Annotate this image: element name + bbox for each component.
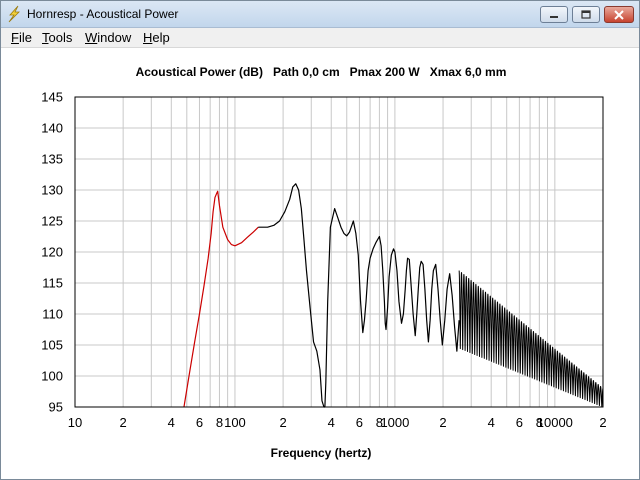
close-button[interactable] <box>604 6 634 23</box>
plot-frame <box>74 96 604 408</box>
y-tick-label: 95 <box>49 400 63 415</box>
x-tick-label: 4 <box>488 415 495 430</box>
x-tick-label: 1000 <box>380 415 409 430</box>
acoustical-power-chart: Acoustical Power (dB) Path 0,0 cm Pmax 2… <box>41 65 607 460</box>
y-tick-label: 135 <box>41 152 63 167</box>
window-title: Hornresp - Acoustical Power <box>27 7 179 21</box>
y-tick-label: 110 <box>42 307 63 322</box>
menu-file[interactable]: File <box>11 30 32 45</box>
title-bar[interactable]: Hornresp - Acoustical Power <box>1 1 639 28</box>
minimize-button[interactable] <box>540 6 568 23</box>
y-tick-label: 125 <box>41 214 63 229</box>
menu-tools[interactable]: Tools <box>42 30 73 45</box>
x-tick-label: 4 <box>168 415 175 430</box>
x-tick-label: 2 <box>120 415 127 430</box>
x-tick-label: 8 <box>376 415 383 430</box>
x-tick-label: 10000 <box>537 415 573 430</box>
y-tick-label: 120 <box>41 245 63 260</box>
x-tick-label: 10 <box>68 415 82 430</box>
x-tick-label: 8 <box>536 415 543 430</box>
x-tick-label: 2 <box>599 415 606 430</box>
y-tick-labels: 145 140 135 130 125 120 115 110 105 100 95 <box>41 90 63 415</box>
x-tick-label: 4 <box>328 415 335 430</box>
close-icon <box>614 9 624 20</box>
x-tick-label: 6 <box>516 415 523 430</box>
y-tick-label: 130 <box>41 183 63 198</box>
y-tick-label: 100 <box>41 369 63 384</box>
x-tick-label: 2 <box>439 415 446 430</box>
hornresp-icon <box>8 5 20 23</box>
x-tick-label: 6 <box>196 415 203 430</box>
series-line-1 <box>183 190 259 408</box>
menu-window[interactable]: Window <box>85 30 132 45</box>
x-axis-label: Frequency (hertz) <box>271 446 372 460</box>
y-tick-label: 105 <box>41 338 63 353</box>
maximize-button[interactable] <box>572 6 600 23</box>
series-lines <box>183 183 604 408</box>
maximize-icon <box>581 10 591 19</box>
x-tick-label: 8 <box>216 415 223 430</box>
y-tick-label: 145 <box>41 90 63 105</box>
x-tick-label: 6 <box>356 415 363 430</box>
x-tick-label: 2 <box>279 415 286 430</box>
series-line-hf-comb <box>458 270 604 408</box>
chart-area: Acoustical Power (dB) Path 0,0 cm Pmax 2… <box>1 48 639 479</box>
series-line-2 <box>258 183 460 408</box>
menu-help[interactable]: Help <box>143 30 170 45</box>
minimize-icon <box>550 15 558 18</box>
x-tick-label: 100 <box>224 415 246 430</box>
y-tick-label: 140 <box>41 121 63 136</box>
chart-title: Acoustical Power (dB) Path 0,0 cm Pmax 2… <box>136 65 507 79</box>
grid-lines <box>75 96 603 408</box>
y-tick-label: 115 <box>42 276 63 291</box>
menu-bar: File Tools Window Help <box>1 28 639 48</box>
